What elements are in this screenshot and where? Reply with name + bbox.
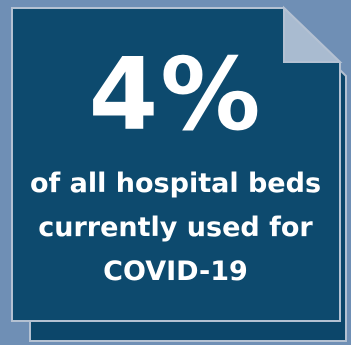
card-folded-corner: [283, 5, 343, 63]
stat-value: 4%: [88, 36, 263, 153]
caption-line-3: COVID-19: [103, 256, 248, 287]
caption-line-1: of all hospital beds: [29, 168, 322, 199]
caption-line-2: currently used for: [38, 212, 313, 243]
stat-caption: of all hospital beds currently used for …: [0, 162, 351, 294]
card-front-sheet: [11, 7, 341, 322]
